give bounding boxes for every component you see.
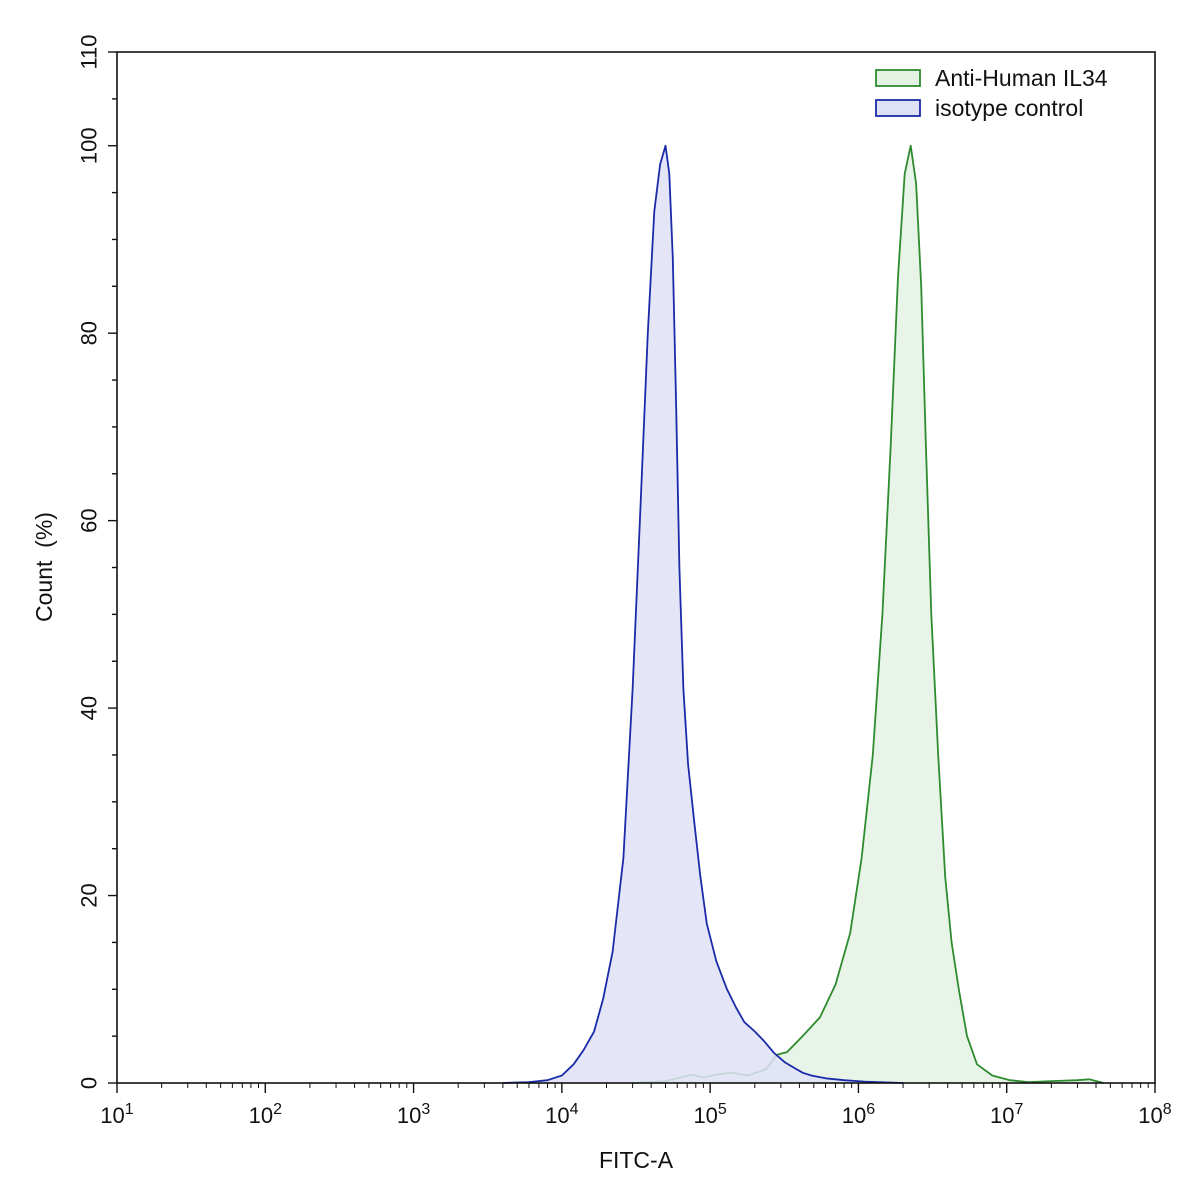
x-tick-label: 101 [100, 1101, 133, 1128]
series-0-area [632, 145, 1104, 1083]
x-tick-label: 107 [990, 1101, 1023, 1128]
x-axis-title: FITC-A [599, 1147, 674, 1173]
x-tick-label: 102 [249, 1101, 282, 1128]
y-tick-label: 20 [77, 883, 102, 907]
x-tick-label: 104 [545, 1101, 578, 1128]
series-1-line [502, 144, 904, 1084]
legend: Anti-Human IL34 isotype control [875, 65, 1108, 121]
x-tick-label: 106 [842, 1101, 875, 1128]
y-tick-label: 40 [77, 696, 102, 720]
axes-layer: 0 20 40 60 80 100 110 101 102 103 104 105 106 107 108 [77, 34, 1172, 1128]
y-tick-label: 110 [77, 34, 102, 69]
y-tick-label: 0 [77, 1077, 102, 1089]
y-tick-label: 60 [77, 508, 102, 532]
series-layer [502, 144, 1104, 1084]
legend-label: isotype control [935, 95, 1083, 121]
legend-label: Anti-Human IL34 [935, 65, 1108, 91]
legend-swatch [875, 69, 921, 87]
x-tick-label: 103 [397, 1101, 430, 1128]
x-tick-label: 108 [1138, 1101, 1171, 1128]
legend-swatch [875, 99, 921, 117]
y-tick-label: 100 [77, 127, 102, 164]
y-tick-label: 80 [77, 321, 102, 345]
y-axis-title: Count (%) [31, 512, 57, 622]
x-tick-label: 105 [693, 1101, 726, 1128]
